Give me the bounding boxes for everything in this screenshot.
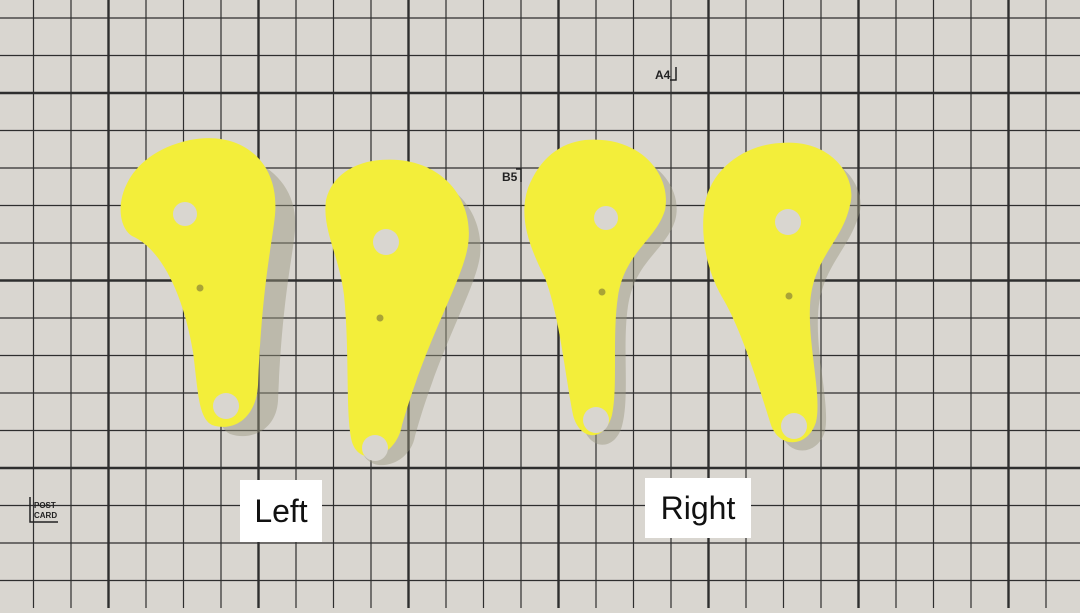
yellow-part-left-2 [325, 159, 469, 461]
yellow-part-left-1 [120, 138, 276, 427]
mat-marking-a4: A4 [655, 67, 677, 82]
label-right-text: Right [660, 489, 736, 526]
label-left: Left [240, 480, 322, 542]
mat-marking-b5: B5 [502, 168, 522, 184]
label-right: Right [645, 478, 751, 538]
svg-text:B5: B5 [502, 170, 518, 184]
svg-text:CARD: CARD [34, 511, 57, 520]
yellow-part-right-1 [524, 139, 666, 436]
svg-text:A4: A4 [655, 68, 671, 82]
mat-marking-postcard: POST CARD [29, 497, 58, 523]
label-left-text: Left [254, 492, 308, 529]
yellow-part-right-2 [703, 142, 852, 443]
svg-text:POST: POST [34, 501, 56, 510]
